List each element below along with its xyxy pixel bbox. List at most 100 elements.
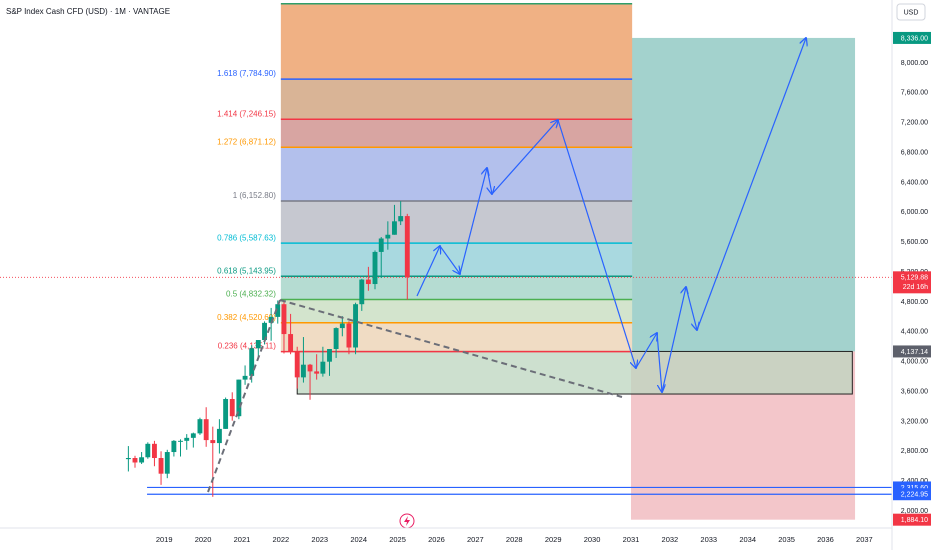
arrow	[635, 333, 657, 369]
last-price: 5,129.88	[901, 275, 928, 282]
arrow	[439, 245, 460, 274]
arrow	[656, 332, 662, 392]
candle-body	[392, 221, 397, 235]
y-tick-label: 4,000.00	[901, 359, 928, 366]
candle-body	[359, 279, 365, 305]
candle-body	[327, 348, 332, 362]
y-tick-label: 4,800.00	[901, 299, 928, 306]
arrow	[416, 246, 440, 297]
fib-label: 1.414 (7,246.15)	[217, 109, 276, 118]
candle-body	[281, 304, 287, 335]
x-tick-label: 2019	[156, 535, 173, 544]
projection-arrows	[416, 38, 806, 393]
candle-body	[339, 323, 345, 329]
x-tick-label: 2027	[467, 535, 484, 544]
fib-band	[280, 3, 633, 80]
fib-label: 0.786 (5,587.63)	[217, 233, 276, 242]
candle-body	[404, 216, 410, 278]
candle-body	[190, 433, 196, 438]
fib-label: 0.618 (5,143.95)	[217, 266, 276, 275]
candle-body	[346, 323, 352, 348]
candle-body	[171, 440, 177, 453]
symbol-title: S&P Index Cash CFD (USD) · 1M · VANTAGE	[6, 7, 170, 16]
last-price-bg	[893, 271, 931, 294]
axis-label-bg	[893, 31, 931, 44]
line-label-bg	[893, 488, 931, 501]
candle-body	[203, 419, 209, 441]
fib-label: 1.618 (7,784.90)	[217, 69, 276, 78]
arrow	[661, 287, 686, 393]
fib-band	[280, 276, 633, 300]
candle-body	[249, 348, 255, 376]
x-tick-label: 2020	[195, 535, 212, 544]
fib-band	[280, 243, 633, 277]
y-tick-label: 3,600.00	[901, 388, 928, 395]
candle-body	[268, 316, 274, 323]
trend-line	[207, 299, 281, 493]
fib-label: 0.5 (4,832.32)	[226, 290, 276, 299]
candle-body	[398, 216, 404, 222]
arrow	[459, 168, 487, 275]
candle-body	[365, 279, 371, 285]
x-tick-label: 2034	[739, 535, 756, 544]
candle-body	[158, 458, 164, 474]
currency-button[interactable]	[896, 3, 926, 21]
y-tick-label: 6,800.00	[901, 149, 928, 156]
candle-body	[210, 440, 216, 444]
fib-band	[280, 147, 633, 201]
y-tick-label: 8,000.00	[901, 60, 928, 67]
candle-body	[385, 234, 391, 239]
candle-body	[125, 458, 131, 460]
candle-body	[372, 251, 378, 285]
profit-zone	[630, 37, 856, 352]
axis-label: 1,884.10	[901, 517, 928, 524]
x-tick-label: 2028	[506, 535, 523, 544]
x-tick-label: 2031	[623, 535, 640, 544]
candle-body	[132, 458, 138, 463]
candle-body	[300, 364, 306, 378]
countdown: 22d 16h	[903, 284, 928, 291]
x-tick-label: 2036	[817, 535, 834, 544]
candle-body	[178, 440, 183, 442]
candle-body	[164, 452, 170, 474]
x-tick-label: 2023	[311, 535, 328, 544]
x-tick-label: 2029	[545, 535, 562, 544]
y-tick-label: 7,200.00	[901, 120, 928, 127]
y-tick-label: 7,600.00	[901, 90, 928, 97]
candle-body	[229, 399, 235, 417]
y-tick-label: 6,400.00	[901, 179, 928, 186]
candle-body	[262, 322, 267, 341]
candle-body	[151, 443, 157, 459]
axis-label: 8,336.00	[901, 35, 928, 42]
candle-body	[353, 304, 358, 348]
drawings-over	[207, 38, 806, 529]
x-tick-label: 2032	[662, 535, 679, 544]
axes: 2,000.002,400.002,800.003,200.003,600.00…	[156, 60, 928, 544]
y-tick-label: 2,800.00	[901, 448, 928, 455]
axis-label: 4,137.14	[901, 349, 928, 356]
x-tick-label: 2033	[700, 535, 717, 544]
fib-band	[280, 322, 633, 352]
fib-band	[280, 79, 633, 120]
drawings-under: 1.618 (7,784.90) 1.414 (7,246.15) 1.272 (6…	[0, 3, 892, 520]
candle-body	[216, 428, 222, 444]
fib-label: 1 (6,152.80)	[233, 191, 276, 200]
line-label: 2,224.95	[901, 492, 928, 499]
y-tick-label: 2,000.00	[901, 508, 928, 515]
candle-body	[288, 334, 294, 352]
candle-body	[223, 399, 229, 429]
axis-label-bg	[893, 513, 931, 526]
candle-body	[255, 340, 261, 349]
fib-label: 0.236 (4,135.11)	[218, 342, 276, 351]
arrow	[685, 286, 697, 330]
fib-label: 0.382 (4,520.69)	[217, 313, 276, 322]
candle-body	[320, 361, 326, 374]
x-tick-label: 2035	[778, 535, 795, 544]
fib-band	[280, 119, 633, 148]
axis-label-bg	[893, 345, 931, 358]
fib-band	[280, 200, 633, 244]
candle-body	[242, 375, 248, 380]
